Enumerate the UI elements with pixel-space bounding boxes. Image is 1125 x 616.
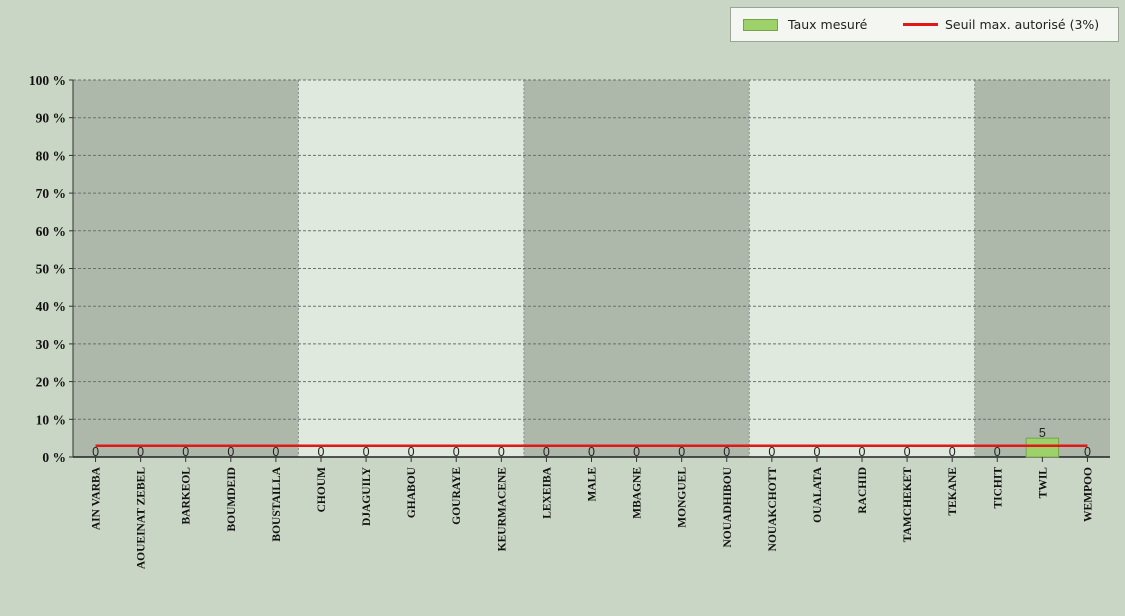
data-label: 0 (363, 445, 370, 459)
data-label: 0 (904, 445, 911, 459)
data-label: 0 (227, 445, 234, 459)
x-tick-label: WEMPOO (1082, 467, 1094, 522)
x-tick-label: GHABOU (406, 466, 418, 518)
data-label: 5 (1039, 426, 1046, 440)
x-tick-label: BOUSTAILLA (271, 466, 283, 541)
data-label: 0 (768, 445, 775, 459)
y-tick-label: 80 % (36, 148, 66, 163)
chart-legend: Taux mesuré Seuil max. autorisé (3%) (730, 7, 1119, 42)
x-tick-label: KEURMACENE (496, 467, 508, 552)
x-tick-label: DJAGUILY (361, 466, 373, 526)
data-label: 0 (723, 445, 730, 459)
plot-band (974, 80, 1110, 457)
data-label: 0 (272, 445, 279, 459)
data-label: 0 (859, 445, 866, 459)
y-tick-label: 50 % (36, 262, 66, 277)
x-tick-label: RACHID (857, 467, 869, 514)
plot-band (523, 80, 750, 457)
x-tick-label: MBAGNE (632, 467, 644, 519)
legend-line-swatch (903, 23, 938, 26)
data-label: 0 (408, 445, 415, 459)
x-tick-label: TWIL (1037, 467, 1049, 499)
x-tick-label: AOUEINAT ZEBEL (136, 467, 148, 569)
data-label: 0 (1084, 445, 1091, 459)
data-label: 0 (588, 445, 595, 459)
x-tick-label: TEKANE (947, 467, 959, 516)
legend-item-threshold: Seuil max. autorisé (3%) (903, 17, 1099, 32)
y-tick-label: 0 % (42, 450, 66, 465)
x-tick-label: BOUMDEID (226, 467, 238, 532)
bar (1025, 437, 1060, 458)
data-label: 0 (543, 445, 550, 459)
data-label: 0 (994, 445, 1001, 459)
x-tick-label: NOUAKCHOTT (767, 467, 779, 552)
legend-measured-label: Taux mesuré (788, 17, 868, 32)
legend-threshold-label: Seuil max. autorisé (3%) (945, 17, 1100, 32)
x-tick-label: AIN VARBA (91, 466, 103, 530)
legend-item-measured: Taux mesuré (743, 17, 867, 32)
data-label: 0 (498, 445, 505, 459)
y-tick-label: 70 % (36, 186, 66, 201)
y-tick-label: 60 % (36, 224, 66, 239)
data-label: 0 (318, 445, 325, 459)
y-tick-label: 40 % (36, 299, 66, 314)
data-label: 0 (813, 445, 820, 459)
x-tick-label: TAMCHEKET (902, 467, 914, 543)
data-label: 0 (949, 445, 956, 459)
x-tick-label: GOURAYE (451, 467, 463, 525)
x-tick-label: CHOUM (316, 467, 328, 513)
y-tick-label: 100 % (29, 73, 66, 88)
legend-bar-swatch (743, 18, 778, 31)
data-label: 0 (92, 445, 99, 459)
x-tick-label: MALE (587, 467, 599, 502)
x-tick-label: MONGUEL (677, 467, 689, 528)
data-label: 0 (633, 445, 640, 459)
x-tick-label: NOUADHIBOU (722, 466, 734, 547)
data-label: 0 (453, 445, 460, 459)
y-tick-label: 90 % (36, 111, 66, 126)
x-tick-label: LEXEIBA (541, 466, 553, 518)
plot-band (298, 80, 524, 457)
x-tick-label: OUALATA (812, 466, 824, 522)
y-tick-label: 20 % (36, 375, 66, 390)
y-tick-label: 30 % (36, 337, 66, 352)
data-label: 0 (678, 445, 685, 459)
data-label: 0 (137, 445, 144, 459)
y-tick-label: 10 % (36, 412, 66, 427)
x-tick-label: BARKEOL (181, 467, 193, 525)
data-label: 0 (182, 445, 189, 459)
plot-band (749, 80, 975, 457)
x-tick-label: TICHIT (992, 467, 1004, 509)
